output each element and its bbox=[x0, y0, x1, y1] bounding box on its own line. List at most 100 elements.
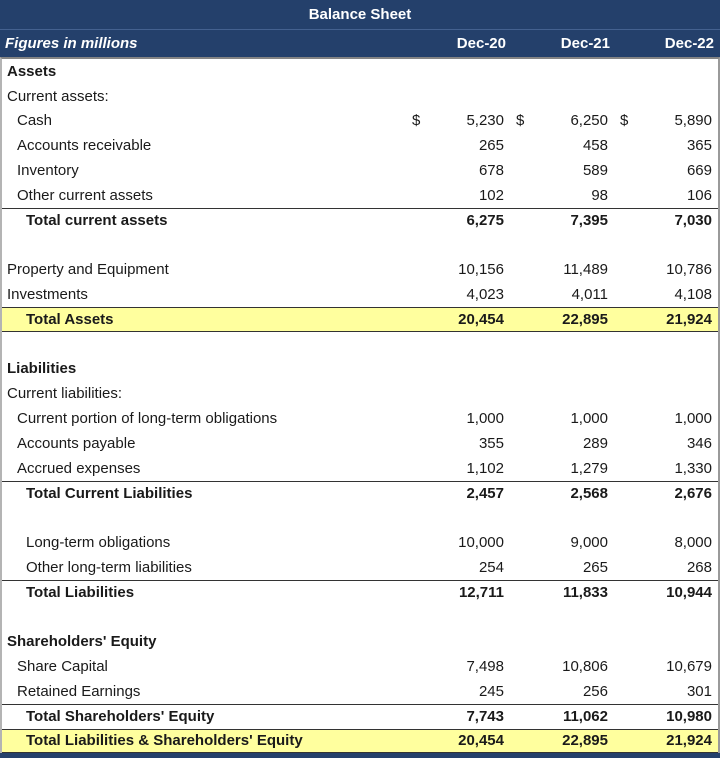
row-label: Liabilities bbox=[7, 360, 77, 378]
row-label: Property and Equipment bbox=[7, 261, 169, 279]
table-row: Shareholders' Equity bbox=[2, 629, 718, 654]
row-label: Accounts receivable bbox=[17, 137, 152, 155]
dollar-sign: $ bbox=[620, 112, 629, 130]
cell-value: 2,676 bbox=[614, 485, 718, 502]
number: 22,895 bbox=[562, 732, 608, 750]
cell-value: 20,454 bbox=[406, 311, 510, 328]
cell-value: 10,000 bbox=[406, 534, 510, 551]
cell-value: 10,679 bbox=[614, 658, 718, 675]
row-label: Total Shareholders' Equity bbox=[26, 708, 215, 726]
row-label: Inventory bbox=[17, 162, 79, 180]
spacer-row bbox=[2, 605, 718, 630]
number: 98 bbox=[591, 186, 608, 204]
number: 289 bbox=[582, 434, 608, 452]
title-bar: Balance Sheet bbox=[0, 0, 720, 30]
row-label: Current liabilities: bbox=[7, 385, 123, 403]
number: 8,000 bbox=[674, 534, 712, 552]
spacer-row bbox=[2, 233, 718, 258]
cell-value: 301 bbox=[614, 683, 718, 700]
row-label: Current assets: bbox=[7, 87, 109, 105]
number: 102 bbox=[478, 186, 504, 204]
sheet-title: Balance Sheet bbox=[308, 6, 412, 23]
number: 12,711 bbox=[458, 584, 504, 602]
table-row: Current assets: bbox=[2, 84, 718, 109]
row-label: Other current assets bbox=[17, 186, 153, 204]
cell-value: 355 bbox=[406, 435, 510, 452]
table-row: Inventory 678 589 669 bbox=[2, 158, 718, 183]
number: 21,924 bbox=[666, 310, 712, 328]
row-label: Investments bbox=[7, 286, 88, 304]
number: 10,980 bbox=[666, 708, 712, 726]
cell-value: 365 bbox=[614, 137, 718, 154]
table-row: Total Liabilities & Shareholders' Equity… bbox=[2, 728, 718, 754]
cell-value: 10,156 bbox=[406, 261, 510, 278]
number: 11,833 bbox=[562, 584, 608, 602]
cell-value: 21,924 bbox=[614, 311, 718, 328]
row-label: Cash bbox=[17, 112, 53, 130]
cell-value: 11,833 bbox=[510, 584, 614, 601]
number: 346 bbox=[686, 434, 712, 452]
cell-value: $5,230 bbox=[406, 112, 510, 129]
cell-value: 6,275 bbox=[406, 212, 510, 229]
table-row: Assets bbox=[2, 59, 718, 84]
row-label: Total Current Liabilities bbox=[26, 484, 193, 502]
figures-in-millions-note: Figures in millions bbox=[5, 35, 138, 52]
number: 11,489 bbox=[563, 261, 608, 279]
cell-value: $6,250 bbox=[510, 112, 614, 129]
column-header-row: Figures in millions Dec-20 Dec-21 Dec-22 bbox=[0, 30, 720, 57]
cell-value: 669 bbox=[614, 162, 718, 179]
number: 6,250 bbox=[570, 112, 608, 130]
table-row: Liabilities bbox=[2, 357, 718, 382]
row-label: Long-term obligations bbox=[26, 534, 171, 552]
number: 10,679 bbox=[666, 658, 712, 676]
table-row: Other current assets 102 98 106 bbox=[2, 183, 718, 208]
row-label: Accounts payable bbox=[17, 434, 136, 452]
row-label: Total Assets bbox=[26, 310, 114, 328]
number: 5,890 bbox=[674, 112, 712, 130]
number: 2,676 bbox=[674, 484, 712, 502]
number: 7,395 bbox=[570, 212, 608, 230]
number: 678 bbox=[478, 162, 504, 180]
row-label: Accrued expenses bbox=[17, 459, 141, 477]
cell-value: 7,030 bbox=[614, 212, 718, 229]
table-row: Property and Equipment 10,156 11,489 10,786 bbox=[2, 257, 718, 282]
table-row: Accrued expenses 1,102 1,279 1,330 bbox=[2, 456, 718, 481]
table-row: Share Capital 7,498 10,806 10,679 bbox=[2, 654, 718, 679]
cell-value: 7,743 bbox=[406, 708, 510, 725]
number: 1,000 bbox=[674, 410, 712, 428]
number: 10,944 bbox=[666, 584, 712, 602]
cell-value: 1,330 bbox=[614, 460, 718, 477]
number: 21,924 bbox=[666, 732, 712, 750]
cell-value: 4,011 bbox=[510, 286, 614, 303]
cell-value: 12,711 bbox=[406, 584, 510, 601]
cell-value: 9,000 bbox=[510, 534, 614, 551]
number: 22,895 bbox=[562, 310, 608, 328]
number: 1,330 bbox=[674, 459, 712, 477]
cell-value: 4,108 bbox=[614, 286, 718, 303]
cell-value: $5,890 bbox=[614, 112, 718, 129]
number: 1,279 bbox=[570, 459, 608, 477]
row-label: Other long-term liabilities bbox=[26, 558, 192, 576]
number: 1,000 bbox=[570, 410, 608, 428]
table-row: Total Shareholders' Equity 7,743 11,062 10,… bbox=[2, 703, 718, 729]
number: 11,062 bbox=[562, 708, 608, 726]
cell-value: 21,924 bbox=[614, 732, 718, 749]
table-row: Current portion of long-term obligations… bbox=[2, 406, 718, 431]
number: 4,011 bbox=[571, 286, 608, 304]
number: 9,000 bbox=[570, 534, 608, 552]
cell-value: 4,023 bbox=[406, 286, 510, 303]
number: 6,275 bbox=[466, 212, 504, 230]
table-row: Investments 4,023 4,011 4,108 bbox=[2, 282, 718, 307]
number: 256 bbox=[582, 682, 608, 700]
number: 20,454 bbox=[458, 732, 504, 750]
dollar-sign: $ bbox=[412, 112, 421, 130]
cell-value: 22,895 bbox=[510, 311, 614, 328]
spacer-row bbox=[2, 505, 718, 530]
cell-value: 10,806 bbox=[510, 658, 614, 675]
cell-value: 458 bbox=[510, 137, 614, 154]
cell-value: 102 bbox=[406, 187, 510, 204]
number: 2,457 bbox=[466, 484, 504, 502]
cell-value: 245 bbox=[406, 683, 510, 700]
number: 10,786 bbox=[666, 261, 712, 279]
number: 10,000 bbox=[458, 534, 504, 552]
